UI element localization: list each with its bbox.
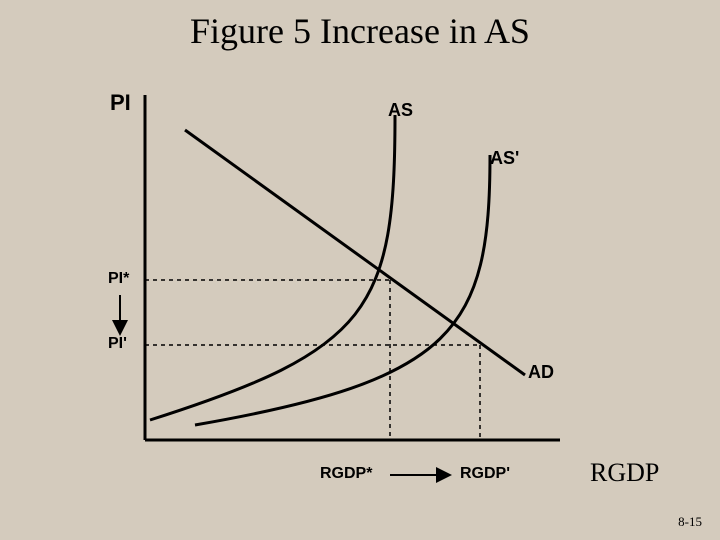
ad-label: AD	[528, 362, 554, 383]
rgdp-star-label: RGDP*	[320, 465, 372, 483]
rgdp-prime-label: RGDP'	[460, 465, 510, 483]
ad-curve	[185, 130, 525, 375]
as-prime-curve	[195, 155, 490, 425]
pi-prime-label: PI'	[108, 335, 127, 353]
page-number: 8-15	[678, 514, 702, 530]
as-prime-label: AS'	[490, 148, 519, 169]
x-axis-label: RGDP	[590, 458, 659, 488]
slide: Figure 5 Increase in AS PI RGDP AS AS'	[0, 0, 720, 540]
y-axis-label: PI	[110, 90, 131, 116]
as-label: AS	[388, 100, 413, 121]
as-curve	[150, 115, 395, 420]
pi-star-label: PI*	[108, 270, 129, 288]
